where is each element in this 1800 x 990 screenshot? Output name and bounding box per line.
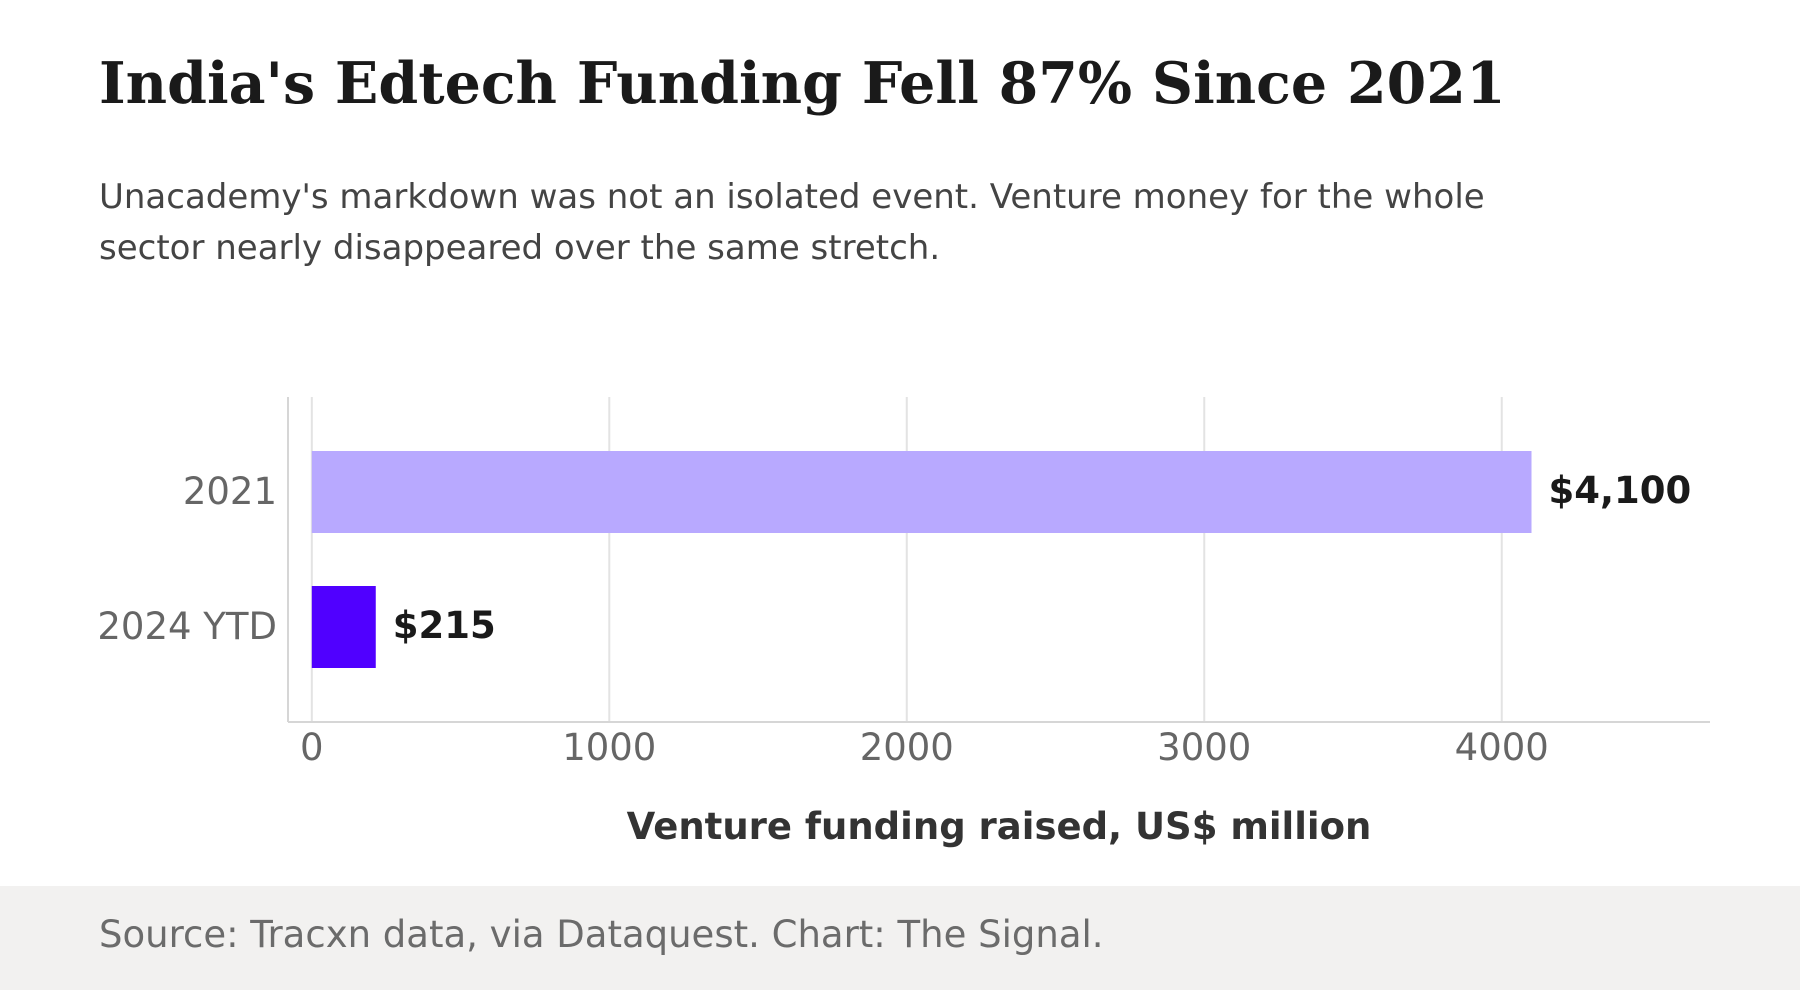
bar (311, 451, 1532, 533)
data-label: $215 (393, 604, 496, 647)
data-label: $4,100 (1549, 469, 1692, 512)
y-tick-label: 2024 YTD (97, 605, 277, 648)
source-note: Source: Tracxn data, via Dataquest. Char… (99, 913, 1104, 956)
bar-chart: 2021 $4,100 2024 YTD $215 0 1000 2000 3000 4000 V… (97, 397, 1710, 848)
x-tick-label: 0 (300, 726, 324, 769)
x-tick-label: 4000 (1455, 726, 1549, 769)
x-axis-title: Venture funding raised, US$ million (627, 805, 1372, 848)
x-tick-label: 3000 (1157, 726, 1251, 769)
x-tick-label: 2000 (860, 726, 954, 769)
bar (311, 586, 376, 668)
chart-subtitle: Unacademy's markdown was not an isolated… (99, 177, 1485, 268)
y-tick-label: 2021 (183, 470, 277, 513)
chart-title: India's Edtech Funding Fell 87% Since 20… (99, 50, 1506, 117)
footer-band (0, 886, 1800, 990)
x-tick-label: 1000 (562, 726, 656, 769)
